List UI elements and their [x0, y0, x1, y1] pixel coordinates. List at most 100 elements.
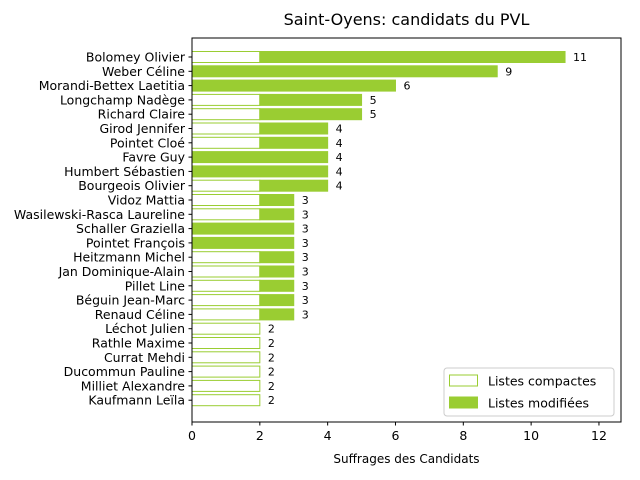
value-label: 5: [370, 94, 377, 107]
bars-layer: [191, 51, 566, 407]
value-label: 2: [268, 380, 275, 393]
bar-compactes: [191, 365, 261, 378]
bar-compactes: [191, 136, 261, 149]
x-axis-label: Suffrages des Candidats: [333, 452, 479, 466]
bar-modifiees: [259, 136, 329, 149]
y-tick-label: Wasilewski-Rasca Laureline: [14, 207, 185, 222]
x-tick-label: 4: [324, 428, 332, 443]
value-label: 2: [268, 351, 275, 364]
bar-compactes: [191, 108, 261, 121]
bar-modifiees: [259, 208, 295, 221]
bar-modifiees: [259, 279, 295, 292]
legend-label-compactes: Listes compactes: [488, 374, 596, 389]
x-axis: 0 2 4 6 8 10 12: [188, 422, 607, 443]
value-label: 2: [268, 337, 275, 350]
value-label: 2: [268, 394, 275, 407]
y-tick-label: Béguin Jean-Marc: [76, 293, 185, 308]
bar-compactes: [191, 308, 261, 321]
bar-compactes: [191, 179, 261, 192]
x-tick-label: 8: [459, 428, 467, 443]
y-tick-label: Kaufmann Leïla: [88, 393, 185, 408]
y-tick-label: Favre Guy: [122, 150, 185, 165]
y-tick-label: Vidoz Mattia: [108, 193, 185, 208]
y-tick-label: Léchot Julien: [105, 321, 185, 336]
y-tick-label: Bolomey Olivier: [86, 50, 186, 65]
bar-modifiees: [259, 294, 295, 307]
value-label: 5: [370, 108, 377, 121]
bar-modifiees: [259, 179, 329, 192]
bar-modifiees: [259, 265, 295, 278]
x-tick-label: 0: [188, 428, 196, 443]
value-label: 3: [302, 294, 309, 307]
value-label: 11: [573, 51, 587, 64]
y-tick-label: Renaud Céline: [95, 307, 186, 322]
x-tick-label: 2: [256, 428, 264, 443]
y-tick-label: Bourgeois Olivier: [78, 178, 186, 193]
bar-compactes: [191, 93, 261, 106]
value-label: 3: [302, 251, 309, 264]
bar-compactes: [191, 251, 261, 264]
bar-compactes: [191, 294, 261, 307]
bar-compactes: [191, 394, 261, 407]
legend-box: [443, 367, 615, 417]
bar-compactes: [191, 51, 261, 63]
value-label: 3: [302, 223, 309, 236]
x-tick-label: 10: [523, 428, 539, 443]
bar-compactes: [191, 337, 261, 349]
y-tick-label: Ducommun Pauline: [64, 364, 186, 379]
value-label: 4: [336, 180, 343, 193]
bar-compactes: [191, 279, 261, 292]
y-tick-label: Currat Mehdi: [104, 350, 185, 365]
x-tick-label: 6: [392, 428, 400, 443]
bar-compactes: [191, 351, 261, 364]
value-label: 4: [336, 165, 343, 178]
value-label: 3: [302, 237, 309, 250]
bar-modifiees: [191, 65, 498, 78]
x-tick-label: 12: [591, 428, 607, 443]
y-tick-label: Heitzmann Michel: [73, 250, 185, 265]
bar-compactes: [191, 265, 261, 278]
bar-compactes: [191, 122, 261, 135]
bar-modifiees: [259, 51, 566, 63]
y-tick-label: Rathle Maxime: [92, 336, 186, 351]
bar-compactes: [191, 379, 261, 392]
value-label: 3: [302, 308, 309, 321]
bar-modifiees: [191, 79, 396, 92]
plot-frame: [191, 37, 622, 423]
value-label: 4: [336, 137, 343, 150]
bar-compactes: [191, 322, 261, 335]
bar-compactes: [191, 194, 261, 206]
value-label: 3: [302, 266, 309, 279]
y-tick-label: Milliet Alexandre: [81, 378, 186, 393]
y-tick-label: Pointet Cloé: [110, 135, 185, 150]
y-tick-label: Longchamp Nadège: [60, 92, 185, 107]
y-tick-label: Girod Jennifer: [99, 121, 185, 136]
bar-modifiees: [191, 165, 329, 178]
value-label: 9: [505, 65, 512, 78]
y-tick-label: Schaller Graziella: [76, 221, 185, 236]
value-label: 4: [336, 151, 343, 164]
y-tick-label: Humbert Sébastien: [64, 164, 185, 179]
y-tick-label: Jan Dominique-Alain: [58, 264, 185, 279]
y-tick-label: Weber Céline: [102, 64, 185, 79]
bar-modifiees: [259, 122, 329, 135]
value-label: 4: [336, 123, 343, 136]
bar-compactes: [191, 208, 261, 221]
bar-modifiees: [259, 194, 295, 206]
bar-modifiees: [259, 308, 295, 321]
value-label: 3: [302, 194, 309, 207]
value-label: 3: [302, 280, 309, 293]
value-label: 2: [268, 366, 275, 379]
value-label: 6: [403, 80, 410, 93]
bar-modifiees: [259, 108, 363, 121]
value-label: 2: [268, 323, 275, 336]
legend-swatch-modifiees: [449, 396, 478, 409]
bar-modifiees: [191, 151, 329, 164]
legend-label-modifiees: Listes modifiées: [488, 396, 589, 411]
bar-modifiees: [259, 251, 295, 264]
y-tick-label: Pillet Line: [125, 278, 186, 293]
y-tick-label: Pointet François: [86, 235, 185, 250]
